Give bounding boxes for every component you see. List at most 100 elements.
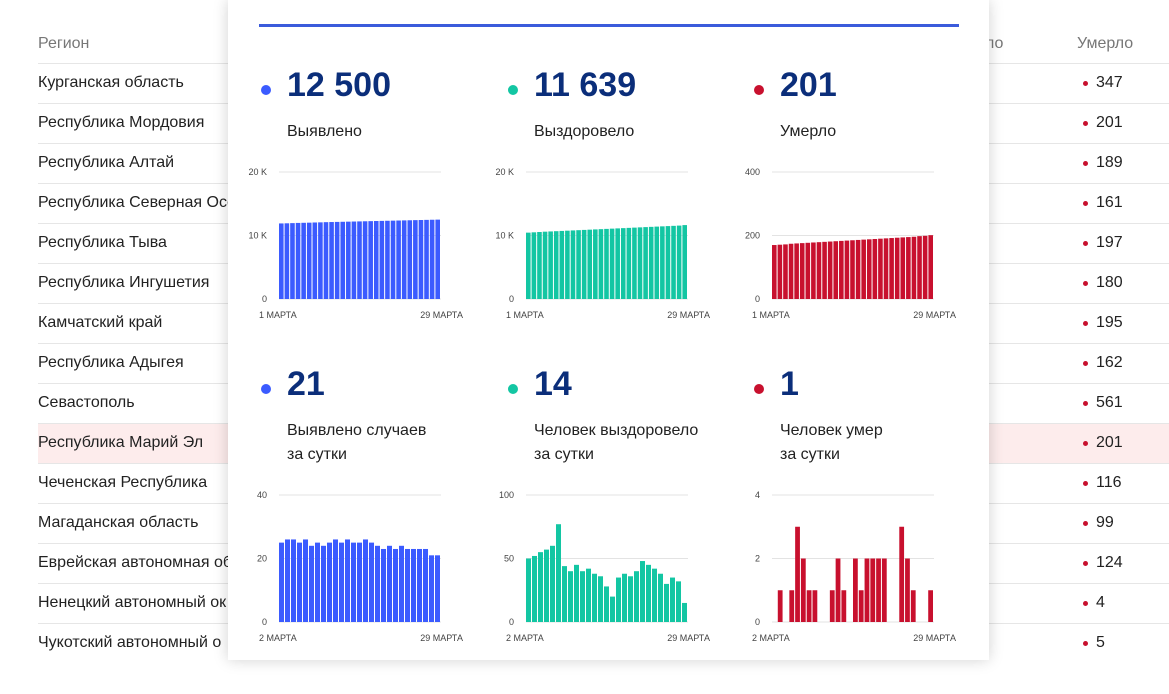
chart-bar <box>643 227 648 299</box>
y-tick-label: 0 <box>262 617 267 627</box>
chart-bar <box>664 583 669 622</box>
y-tick-label: 100 <box>499 490 514 500</box>
chart-bar <box>291 539 296 622</box>
stat-label-line: за сутки <box>780 446 840 463</box>
died-count: 116 <box>1096 474 1122 491</box>
status-dot-icon <box>1083 441 1088 446</box>
chart-bar <box>334 221 340 299</box>
chart-bar <box>676 225 682 299</box>
chart-bar <box>375 545 380 622</box>
chart-bar <box>652 568 657 622</box>
chart-bar <box>794 243 799 299</box>
died-count: 4 <box>1096 594 1105 611</box>
chart-bar <box>878 238 883 299</box>
bullet-dot-icon <box>508 384 518 394</box>
region-name: Республика Алтай <box>38 154 175 171</box>
region-name: Магаданская область <box>38 514 199 531</box>
status-dot-icon <box>1083 641 1088 646</box>
column-header-partial[interactable]: ло <box>985 35 1004 52</box>
x-tick-label: 2 МАРТА <box>259 633 297 643</box>
y-tick-label: 10 K <box>248 231 267 241</box>
chart-bar <box>580 571 585 622</box>
chart-bar <box>598 576 603 622</box>
region-name: Камчатский край <box>38 314 163 331</box>
chart-bar <box>610 596 615 622</box>
x-tick-label: 29 МАРТА <box>420 310 463 320</box>
status-dot-icon <box>1083 401 1088 406</box>
chart-bar <box>861 239 866 299</box>
stat-value: 21 <box>287 365 325 403</box>
stat-value: 12 500 <box>287 66 391 104</box>
died-count: 180 <box>1096 274 1123 291</box>
status-dot-icon <box>1083 241 1088 246</box>
chart-bar <box>637 227 643 299</box>
chart-bar <box>357 221 362 299</box>
chart-bar <box>671 225 676 299</box>
chart-bar <box>816 242 822 299</box>
x-tick-label: 1 МАРТА <box>506 310 544 320</box>
stat-card: 11 639 Выздоровело 20 K 10 K 0 1 МАРТА 29 МАРТ… <box>495 65 736 395</box>
chart-bar <box>777 590 783 622</box>
stat-label-line: за сутки <box>534 446 594 463</box>
chart-bar <box>550 545 555 622</box>
region-name: Курганская область <box>38 74 184 91</box>
chart-bar <box>340 221 346 299</box>
chart-bar <box>853 558 858 622</box>
chart-bar <box>795 526 800 622</box>
chart-bar <box>346 221 351 299</box>
chart-bar <box>839 240 844 299</box>
stat-label-line: Умерло <box>780 123 837 140</box>
chart-bar <box>676 581 681 622</box>
y-tick-label: 40 <box>257 490 267 500</box>
panel-accent-line <box>259 24 959 27</box>
chart-bar <box>351 542 356 622</box>
chart-bar <box>609 228 615 299</box>
y-tick-label: 0 <box>509 294 514 304</box>
bullet-dot-icon <box>754 85 764 95</box>
chart-bar <box>424 219 429 299</box>
chart-bar <box>910 590 916 622</box>
chart-bar <box>858 590 864 622</box>
chart-bar <box>417 548 422 622</box>
chart-bar <box>306 222 312 299</box>
chart-bar <box>345 539 350 622</box>
chart-bar <box>615 228 620 299</box>
chart-bar <box>568 571 573 622</box>
chart-bar <box>841 590 847 622</box>
chart-bar <box>864 558 870 622</box>
chart-bar <box>783 244 788 299</box>
bullet-dot-icon <box>508 85 518 95</box>
chart-bar <box>593 229 598 299</box>
status-dot-icon <box>1083 281 1088 286</box>
chart-bar <box>928 235 933 299</box>
column-header-died[interactable]: Умерло <box>1077 35 1134 52</box>
stat-label-line: Выявлено <box>287 123 362 140</box>
y-tick-label: 2 <box>755 554 760 564</box>
chart-bar <box>855 239 861 299</box>
chart-bar <box>682 225 687 299</box>
chart-svg: 40 20 0 2 МАРТА 29 МАРТА <box>257 490 463 643</box>
chart-bar <box>648 226 654 299</box>
bar-chart: 20 K 10 K 0 1 МАРТА 29 МАРТА <box>495 167 726 327</box>
chart-bar <box>634 571 639 622</box>
status-dot-icon <box>1083 121 1088 126</box>
region-name: Ненецкий автономный ок <box>38 594 227 611</box>
stat-label-line: Выздоровело <box>534 123 635 140</box>
bullet-dot-icon <box>754 384 764 394</box>
chart-bar <box>542 231 548 299</box>
status-dot-icon <box>1083 481 1088 486</box>
chart-bar <box>538 552 543 622</box>
chart-bar <box>586 568 591 622</box>
chart-bar <box>357 542 362 622</box>
chart-bar <box>321 545 326 622</box>
stat-card: 21 Выявлено случаев за сутки 40 20 0 2 МАРТА 29… <box>257 364 489 694</box>
died-count: 162 <box>1096 354 1123 371</box>
column-header-region[interactable]: Регион <box>38 35 90 52</box>
chart-bar <box>401 220 407 299</box>
chart-bar <box>906 237 911 299</box>
chart-bar <box>905 558 910 622</box>
chart-bar <box>894 237 900 299</box>
region-name: Республика Тыва <box>38 234 167 251</box>
region-name: Еврейская автономная об <box>38 554 232 571</box>
